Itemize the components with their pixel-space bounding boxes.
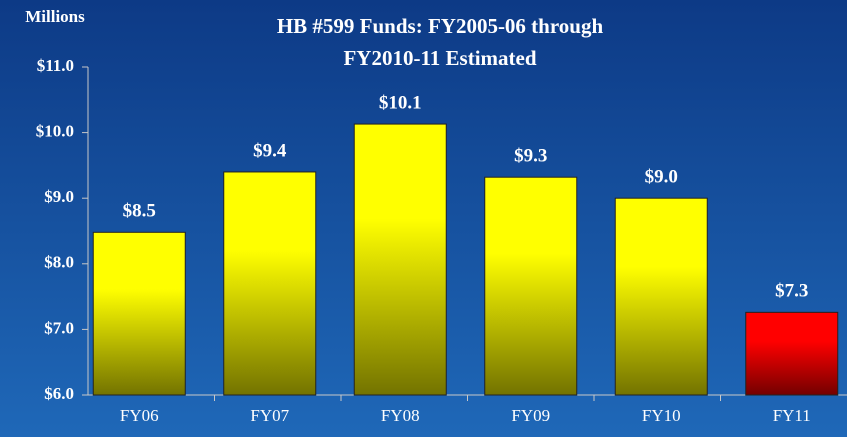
bar: [353, 123, 447, 396]
value-label: $8.5: [123, 201, 156, 222]
y-tick-label: $7.0: [44, 318, 74, 337]
x-tick-label: FY11: [773, 406, 811, 425]
x-tick-label: FY09: [511, 406, 550, 425]
y-tick-label: $10.0: [36, 122, 74, 141]
value-label: $9.3: [514, 146, 547, 167]
y-tick-label: $11.0: [37, 56, 74, 75]
bar: [614, 197, 708, 396]
value-label: $9.0: [645, 167, 678, 188]
x-tick-label: FY06: [120, 406, 159, 425]
y-tick-label: $6.0: [44, 384, 74, 403]
chart-title: FY2010-11 Estimated: [343, 46, 536, 70]
x-tick-label: FY10: [642, 406, 681, 425]
y-tick-label: $8.0: [44, 253, 74, 272]
bar: [745, 311, 839, 396]
y-axis-label: Millions: [25, 7, 85, 26]
bar: [92, 231, 186, 396]
value-label: $9.4: [253, 140, 287, 161]
bar: [223, 171, 317, 396]
bar: [484, 176, 578, 396]
x-tick-label: FY08: [381, 406, 420, 425]
x-tick-label: FY07: [250, 406, 289, 425]
value-label: $7.3: [775, 281, 808, 302]
chart-title: HB #599 Funds: FY2005-06 through: [277, 14, 604, 38]
value-label: $10.1: [379, 92, 422, 113]
y-tick-label: $9.0: [44, 187, 74, 206]
